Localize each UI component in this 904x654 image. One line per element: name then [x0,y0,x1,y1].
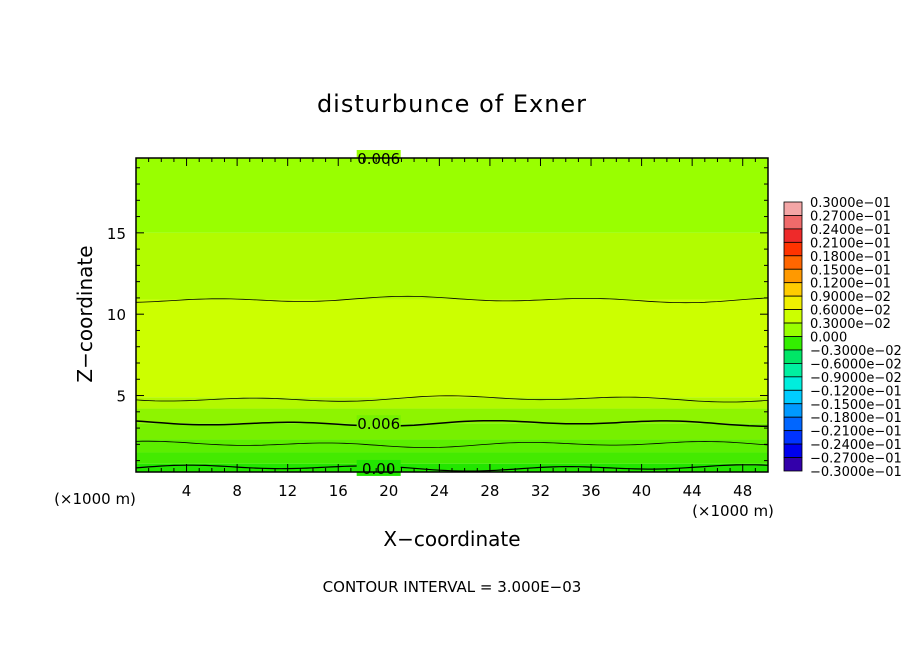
y-tick-label: 5 [116,388,126,406]
colorbar-label: −0.6000e−02 [810,357,902,372]
fill-band [136,452,768,464]
colorbar-swatch [783,336,803,351]
colorbar-swatch [783,255,803,270]
colorbar-swatch [783,403,803,418]
contour-label: 0.006 [357,150,400,168]
colorbar-label: −0.3000e−02 [810,344,902,359]
colorbar-label: 0.3000e−01 [810,196,891,211]
colorbar-swatch [783,282,803,297]
colorbar-label: −0.2400e−01 [810,438,902,453]
colorbar-label: 0.000 [810,331,847,346]
fill-band [136,397,768,409]
colorbar-label: −0.1800e−01 [810,411,902,426]
x-tick-label: 44 [683,482,702,500]
x-axis-label: X−coordinate [383,527,520,551]
x-tick-label: 40 [632,482,651,500]
x-tick-label: 36 [581,482,600,500]
fill-band [136,408,768,424]
x-unit-left: (×1000 m) [54,490,136,508]
y-tick-label: 15 [107,225,126,243]
colorbar-swatch [783,376,803,391]
y-axis-label: Z−coordinate [73,245,97,382]
contour-interval-note: CONTOUR INTERVAL = 3.000E−03 [323,578,582,596]
x-tick-label: 28 [480,482,499,500]
colorbar-swatch [783,295,803,310]
fill-band [136,463,768,472]
contour-line [135,419,769,428]
colorbar-swatch [783,362,803,378]
x-tick-label: 48 [733,482,752,500]
colorbar-swatch [783,268,803,284]
colorbar-swatch [783,443,803,458]
colorbar-label: 0.1800e−01 [810,250,891,265]
colorbar-swatch [783,349,803,364]
colorbar-swatch [783,416,803,432]
colorbar-swatch [783,430,803,445]
contour-line [135,395,769,403]
colorbar-label: −0.2100e−01 [810,425,902,440]
colorbar-swatch [783,215,803,230]
colorbar-label: 0.2100e−01 [810,236,891,251]
colorbar-swatch [783,322,803,337]
x-tick-label: 24 [430,482,449,500]
colorbar-label: −0.9000e−02 [810,371,902,386]
x-unit-right: (×1000 m) [692,502,774,520]
contour-line [135,440,769,449]
colorbar-swatch [783,389,803,405]
fill-band [136,439,768,453]
colorbar-swatch [783,228,803,243]
contour-label-bg [356,415,401,432]
colorbar-swatch [783,457,803,472]
colorbar-label: 0.1200e−01 [810,277,891,292]
fill-band [136,158,768,233]
colorbar-label: 0.3000e−02 [810,317,891,332]
x-tick-label: 32 [531,482,550,500]
x-tick-label: 4 [182,482,192,500]
fill-band [136,299,768,398]
colorbar-swatch [783,309,803,324]
contour-line [135,295,769,304]
colorbar-label: −0.1200e−01 [810,384,902,399]
colorbar-label: 0.2700e−01 [810,209,891,224]
colorbar-swatch [783,241,803,257]
colorbar-label: −0.3000e−01 [810,465,902,480]
colorbar-label: 0.6000e−02 [810,304,891,319]
contour-label: 0.006 [357,415,400,433]
x-tick-label: 20 [379,482,398,500]
colorbar-label: −0.2700e−01 [810,452,902,467]
fill-band [136,423,768,440]
y-tick-label: 10 [107,306,126,324]
x-tick-label: 16 [329,482,348,500]
colorbar: 0.3000e−010.2700e−010.2400e−010.2100e−01… [783,196,902,480]
chart-title: disturbunce of Exner [317,90,587,118]
colorbar-swatch [783,201,803,216]
fill-band [136,232,768,300]
colorbar-label: 0.9000e−02 [810,290,891,305]
contour-label: 0.00 [362,460,395,478]
x-tick-label: 8 [232,482,242,500]
colorbar-label: 0.1500e−01 [810,263,891,278]
colorbar-label: 0.2400e−01 [810,223,891,238]
colorbar-label: −0.1500e−01 [810,398,902,413]
x-tick-label: 12 [278,482,297,500]
